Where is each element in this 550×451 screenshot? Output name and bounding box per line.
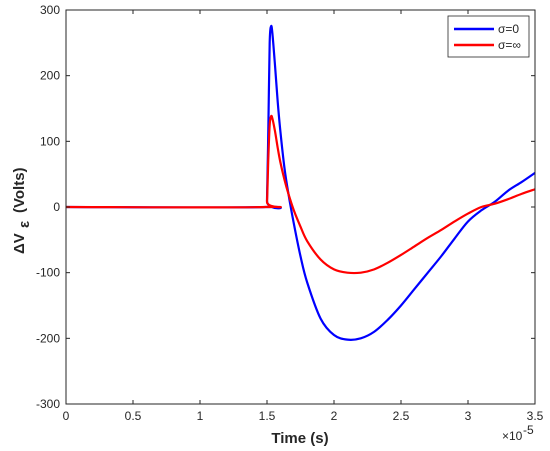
series-line-sigma-inf [65, 114, 536, 275]
y-tick-label: -300 [36, 397, 60, 411]
x-tick-label: 1.5 [259, 409, 276, 423]
y-tick-label: -200 [36, 331, 60, 345]
x-axis-label: Time (s) [271, 430, 328, 447]
series-layer [65, 24, 536, 341]
legend-label-sigma-inf: σ=∞ [498, 38, 521, 52]
legend-label-sigma0: σ=0 [498, 22, 519, 36]
series-line-sigma0 [65, 24, 536, 341]
y-tick-label: 300 [40, 3, 60, 17]
y-tick-label: 200 [40, 69, 60, 83]
x-exponent: ×10 -5 [502, 423, 534, 443]
x-exponent-base: ×10 [502, 429, 523, 443]
x-tick-label: 3 [465, 409, 472, 423]
y-axis-label-delta: ΔV [11, 233, 28, 254]
y-axis-label: ΔV ε (Volts) [11, 167, 33, 254]
y-tick-label: -100 [36, 266, 60, 280]
x-tick-label: 2.5 [393, 409, 410, 423]
y-axis-label-units: (Volts) [11, 167, 28, 213]
x-tick-label: 2 [331, 409, 338, 423]
y-axis-label-subscript: ε [16, 221, 33, 228]
x-tick-label: 3.5 [527, 409, 544, 423]
legend: σ=0 σ=∞ [447, 15, 530, 58]
legend-box [447, 15, 530, 58]
x-axis: 0 0.5 1 1.5 2 2.5 3 3.5 [63, 10, 544, 423]
x-exponent-power: -5 [523, 423, 534, 437]
y-tick-label: 100 [40, 134, 60, 148]
x-tick-label: 0 [63, 409, 70, 423]
y-axis: 300 200 100 0 -100 -200 -300 [36, 3, 535, 411]
y-tick-label: 0 [53, 200, 60, 214]
x-tick-label: 0.5 [125, 409, 142, 423]
x-tick-label: 1 [197, 409, 204, 423]
